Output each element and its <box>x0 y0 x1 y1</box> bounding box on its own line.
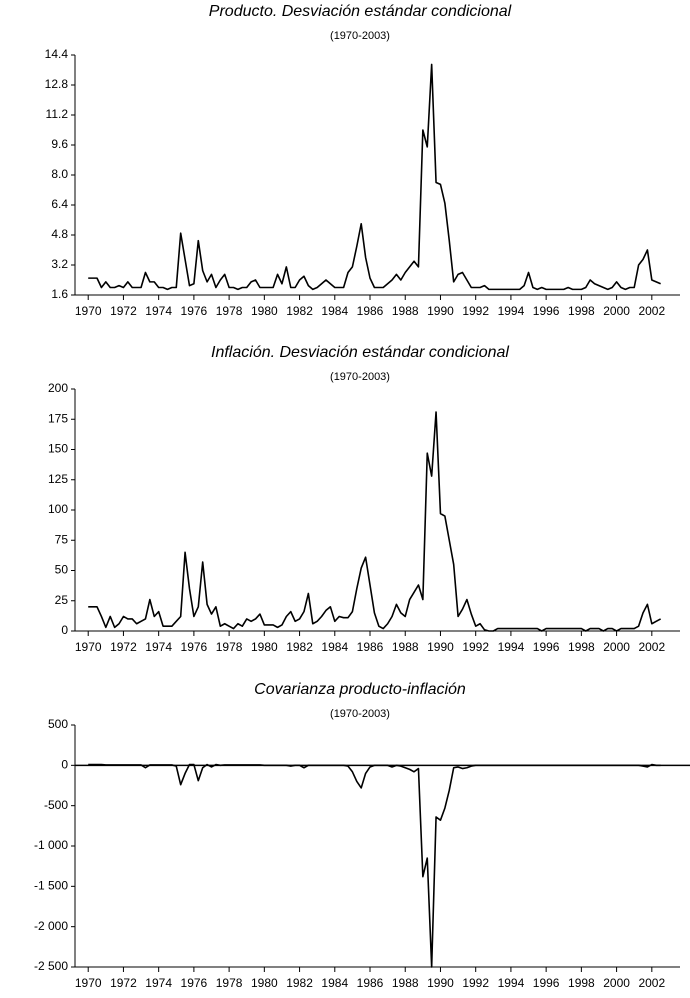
x-tick-label: 1992 <box>462 640 489 654</box>
x-tick-label: 1994 <box>498 976 525 990</box>
y-tick-label: -1 000 <box>34 838 68 852</box>
y-tick-label: 0 <box>61 623 68 637</box>
y-tick-label: 75 <box>55 532 69 546</box>
chart-subtitle: (1970-2003) <box>330 708 390 720</box>
chart-title: Inflación. Desviación estándar condicion… <box>211 344 509 361</box>
x-tick-label: 1996 <box>533 640 560 654</box>
y-tick-label: 125 <box>48 472 68 486</box>
x-tick-label: 1978 <box>216 976 243 990</box>
y-tick-label: 50 <box>55 563 69 577</box>
y-tick-label: 150 <box>48 442 68 456</box>
x-tick-label: 1980 <box>251 304 278 318</box>
x-tick-label: 1980 <box>251 976 278 990</box>
y-tick-label: 14.4 <box>45 47 69 61</box>
y-tick-label: 1.6 <box>51 287 68 301</box>
x-tick-label: 1988 <box>392 640 419 654</box>
x-tick-label: 2000 <box>603 304 630 318</box>
x-tick-label: 1994 <box>498 640 525 654</box>
x-tick-label: 1992 <box>462 976 489 990</box>
x-tick-label: 1990 <box>427 976 454 990</box>
x-tick-label: 1996 <box>533 304 560 318</box>
x-tick-label: 2002 <box>638 976 665 990</box>
y-tick-label: 8.0 <box>51 167 68 181</box>
y-tick-label: 500 <box>48 717 68 731</box>
x-tick-label: 1982 <box>286 976 313 990</box>
series-line <box>88 411 662 632</box>
x-tick-label: 1972 <box>110 976 137 990</box>
x-tick-label: 1970 <box>75 304 102 318</box>
x-tick-label: 1982 <box>286 304 313 318</box>
chart-subtitle: (1970-2003) <box>330 371 390 383</box>
y-tick-label: 11.2 <box>46 107 69 121</box>
x-tick-label: 1978 <box>216 304 243 318</box>
y-tick-label: 200 <box>48 381 68 395</box>
y-tick-label: -2 000 <box>34 919 68 933</box>
x-tick-label: 2000 <box>603 976 630 990</box>
x-tick-label: 2002 <box>638 304 665 318</box>
x-tick-label: 1984 <box>321 304 348 318</box>
y-tick-label: -500 <box>44 798 68 812</box>
y-tick-label: -2 500 <box>34 959 68 973</box>
x-tick-label: 1986 <box>357 640 384 654</box>
x-tick-label: 1984 <box>321 640 348 654</box>
x-tick-label: 1994 <box>498 304 525 318</box>
x-tick-label: 1996 <box>533 976 560 990</box>
x-tick-label: 1982 <box>286 640 313 654</box>
x-tick-label: 1980 <box>251 640 278 654</box>
x-tick-label: 2002 <box>638 640 665 654</box>
x-tick-label: 1990 <box>427 304 454 318</box>
chart-title: Covarianza producto-inflación <box>254 681 466 698</box>
y-tick-label: 100 <box>48 502 68 516</box>
y-tick-label: -1 500 <box>34 879 68 893</box>
x-tick-label: 1974 <box>145 976 172 990</box>
x-tick-label: 1986 <box>357 976 384 990</box>
y-tick-label: 6.4 <box>51 197 68 211</box>
x-tick-label: 1990 <box>427 640 454 654</box>
x-tick-label: 1988 <box>392 304 419 318</box>
x-tick-label: 1974 <box>145 640 172 654</box>
y-tick-label: 4.8 <box>51 227 68 241</box>
chart-title: Producto. Desviación estándar condiciona… <box>209 3 512 20</box>
y-tick-label: 175 <box>48 411 68 425</box>
x-tick-label: 1976 <box>181 640 208 654</box>
y-tick-label: 12.8 <box>45 77 69 91</box>
chart-subtitle: (1970-2003) <box>330 30 390 42</box>
x-tick-label: 1998 <box>568 640 595 654</box>
series-line <box>88 763 661 968</box>
y-tick-label: 3.2 <box>51 257 68 271</box>
x-tick-label: 1984 <box>321 976 348 990</box>
x-tick-label: 1998 <box>568 304 595 318</box>
x-tick-label: 1998 <box>568 976 595 990</box>
x-tick-label: 1970 <box>75 640 102 654</box>
x-tick-label: 1978 <box>216 640 243 654</box>
x-tick-label: 1970 <box>75 976 102 990</box>
series-line <box>88 63 661 291</box>
x-tick-label: 1972 <box>110 640 137 654</box>
x-tick-label: 1992 <box>462 304 489 318</box>
x-tick-label: 2000 <box>603 640 630 654</box>
x-tick-label: 1988 <box>392 976 419 990</box>
x-tick-label: 1976 <box>181 304 208 318</box>
y-tick-label: 9.6 <box>51 137 68 151</box>
y-tick-label: 25 <box>55 593 69 607</box>
x-tick-label: 1976 <box>181 976 208 990</box>
x-tick-label: 1986 <box>357 304 384 318</box>
y-tick-label: 0 <box>61 758 68 772</box>
x-tick-label: 1974 <box>145 304 172 318</box>
x-tick-label: 1972 <box>110 304 137 318</box>
